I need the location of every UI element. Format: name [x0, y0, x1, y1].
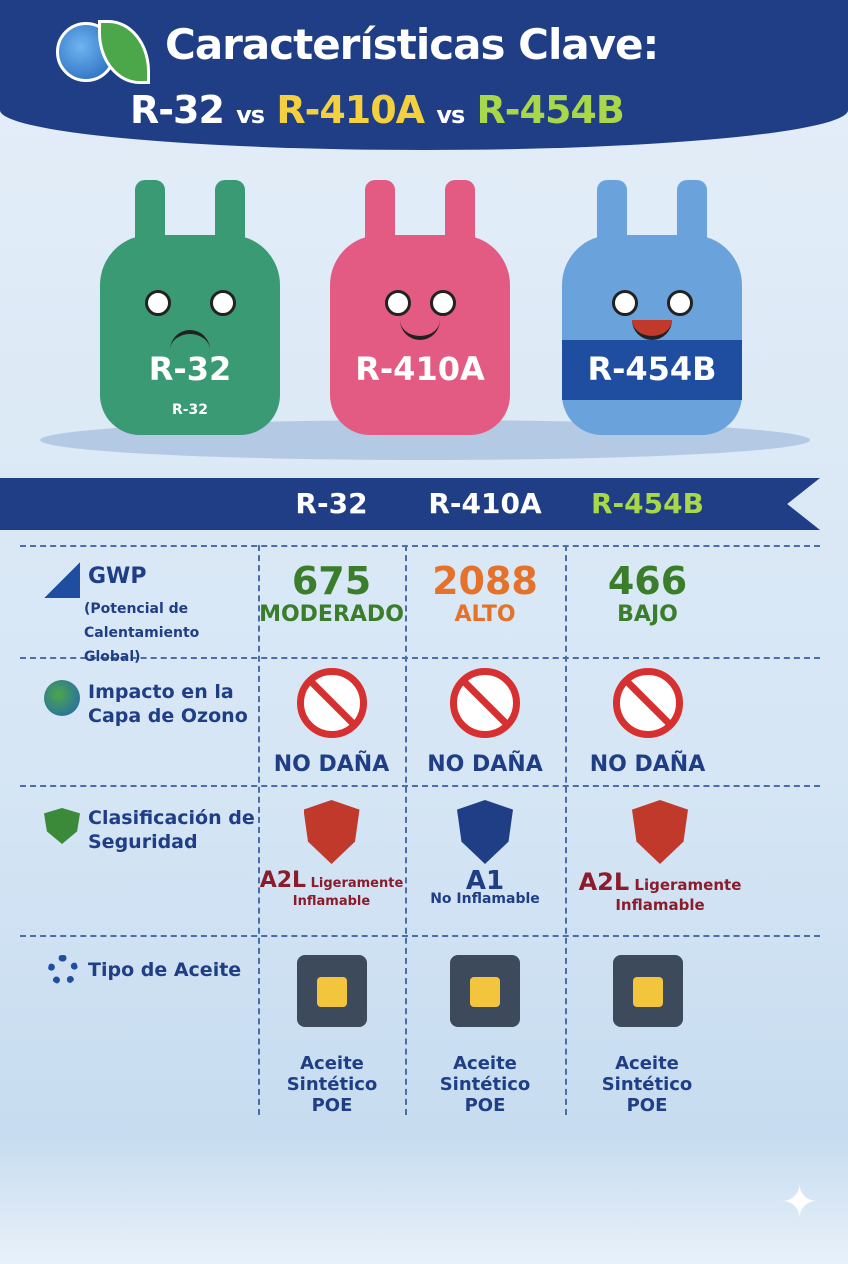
flame-shield-icon [303, 800, 360, 864]
column-r410a: R-410A [428, 487, 542, 520]
oil-jug-icon [296, 955, 367, 1027]
column-r32: R-32 [295, 487, 368, 520]
divider [405, 545, 407, 1115]
table-header [0, 478, 820, 530]
gwp-label: GWP [88, 564, 147, 589]
safety-r32: A2L Ligeramente Inflamable [258, 800, 405, 911]
page-title: Características Clave: [165, 20, 659, 69]
divider [20, 935, 820, 937]
divider [565, 545, 567, 1115]
safety-r410a: A1 No Inflamable [405, 800, 565, 908]
divider [20, 545, 820, 547]
no-harm-icon [450, 668, 520, 738]
oil-jug-icon [450, 955, 520, 1027]
page-subtitle: R-32 vs R-410A vs R-454B [130, 88, 625, 132]
divider [20, 657, 820, 659]
ozone-r410a: NO DAÑA [405, 668, 565, 777]
divider [258, 545, 260, 1115]
oil-r410a: Aceite Sintético POE [405, 955, 565, 1116]
gwp-r454b: 466 BAJO [607, 559, 688, 627]
gear-icon [48, 955, 78, 985]
gwp-sublabel: (Potencial de Calentamiento Global) [84, 601, 200, 665]
oil-label: Tipo de Aceite [88, 959, 242, 981]
gwp-icon [44, 562, 80, 598]
tank-r410a: R-410A [330, 180, 510, 440]
safety-label: Clasificación de Seguridad [88, 807, 255, 853]
shield-icon [44, 808, 80, 844]
no-harm-icon [296, 668, 367, 738]
flame-shield-icon [632, 800, 688, 864]
safety-r454b: A2L Ligeramente Inflamable [565, 800, 755, 915]
ozone-r454b: NO DAÑA [565, 668, 730, 777]
oil-r32: Aceite Sintético POE [258, 955, 405, 1116]
flame-shield-icon [457, 800, 513, 864]
divider [20, 785, 820, 787]
gwp-r410a: 2088 ALTO [432, 559, 538, 627]
oil-jug-icon [612, 955, 683, 1027]
earth-icon [44, 680, 80, 716]
gwp-r32: 675 MODERADO [259, 559, 404, 627]
tank-r32: R-32 R-32 [100, 180, 280, 440]
no-harm-icon [612, 668, 683, 738]
ozone-label: Impacto en la Capa de Ozono [88, 681, 248, 727]
sparkle-icon: ✦ [781, 1177, 818, 1228]
tank-r454b: R-454B [562, 180, 742, 440]
column-r454b: R-454B [591, 487, 704, 520]
ozone-r32: NO DAÑA [258, 668, 405, 777]
oil-r454b: Aceite Sintético POE [565, 955, 730, 1116]
